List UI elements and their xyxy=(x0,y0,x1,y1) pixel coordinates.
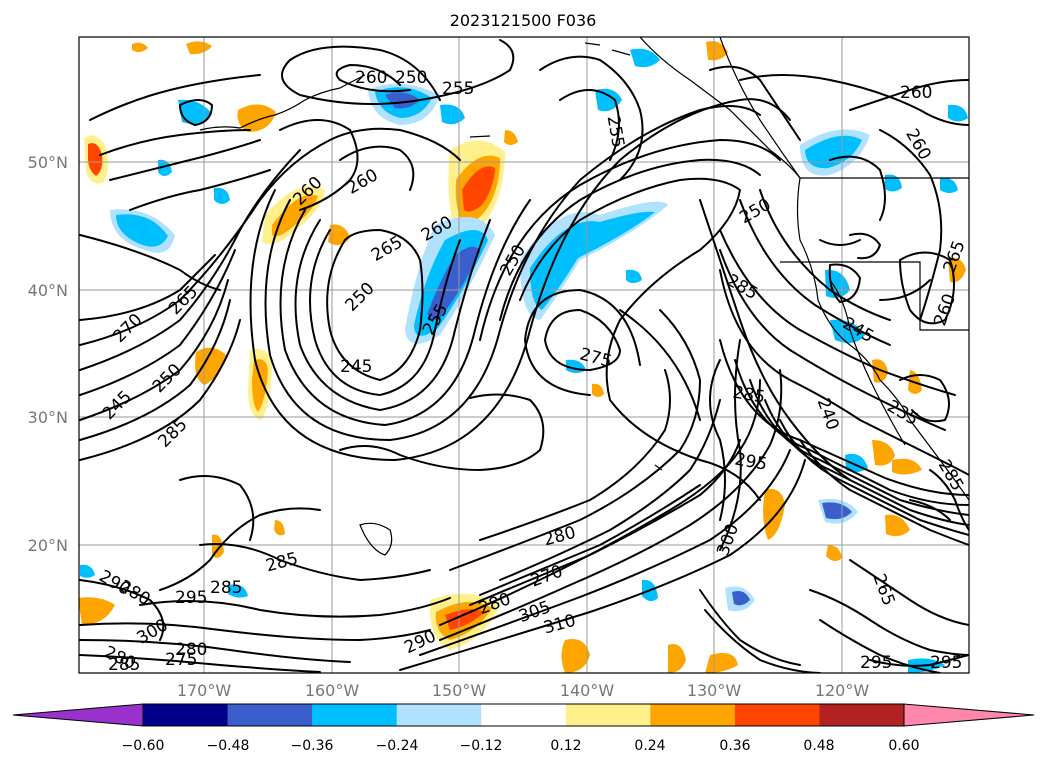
colorbar-tick-label: 0.36 xyxy=(719,738,750,754)
colorbar-segment xyxy=(734,704,820,726)
colorbar-frame xyxy=(142,703,905,727)
lat-label: 50°N xyxy=(28,153,68,172)
lat-label: 30°N xyxy=(28,408,68,427)
colorbar-segments xyxy=(13,704,1034,726)
contour-label: 280 xyxy=(175,640,207,660)
lon-label: 130°W xyxy=(687,681,742,700)
lon-label: 140°W xyxy=(560,681,615,700)
colorbar-tick-label: −0.48 xyxy=(207,738,250,754)
colorbar-tick-label: −0.36 xyxy=(291,738,334,754)
contour-label: 295 xyxy=(860,653,892,673)
lon-label: 150°W xyxy=(432,681,487,700)
colorbar-tick-label: 0.60 xyxy=(888,738,919,754)
colorbar-ticks: −0.60 −0.48 −0.36 −0.24 −0.12 0.12 0.24 … xyxy=(122,738,920,754)
colorbar-segment xyxy=(819,704,905,726)
lat-label: 40°N xyxy=(28,281,68,300)
graticule xyxy=(79,37,969,673)
colorbar-tick-label: 0.12 xyxy=(550,738,581,754)
colorbar-segment xyxy=(481,704,567,726)
latitude-labels: 50°N 40°N 30°N 20°N xyxy=(28,153,68,555)
colorbar-segment xyxy=(650,704,736,726)
colorbar-tick-label: 0.48 xyxy=(803,738,834,754)
contour-label: 285 xyxy=(108,655,140,675)
colorbar-tick-label: 0.24 xyxy=(634,738,665,754)
contour-label: 255 xyxy=(442,79,474,99)
colorbar-segment xyxy=(143,704,229,726)
colorbar-tick-label: −0.12 xyxy=(460,738,503,754)
longitude-labels: 170°W 160°W 150°W 140°W 130°W 120°W xyxy=(177,681,870,700)
contour-label: 245 xyxy=(340,357,372,377)
colorbar-segment xyxy=(312,704,398,726)
colorbar-tick-label: −0.24 xyxy=(376,738,419,754)
contour-label: 285 xyxy=(210,578,242,598)
map-frame xyxy=(78,36,970,674)
contour-label: 275 xyxy=(165,650,197,670)
coastlines xyxy=(199,37,969,556)
map-title: 2023121500 F036 xyxy=(450,11,597,30)
contour-label: 260 xyxy=(355,68,387,88)
lon-label: 170°W xyxy=(177,681,232,700)
map-panel: 250 255 260 265 270 245 250 285 260 260 … xyxy=(78,36,970,675)
lat-label: 20°N xyxy=(28,536,68,555)
colorbar-tick-label: −0.60 xyxy=(122,738,165,754)
contour-lines xyxy=(79,39,969,673)
colorbar-segment xyxy=(904,704,1034,726)
lon-label: 160°W xyxy=(305,681,360,700)
colorbar-segment xyxy=(227,704,313,726)
colorbar-segment xyxy=(396,704,482,726)
contour-label: 295 xyxy=(930,653,962,673)
colorbar-segment xyxy=(565,704,651,726)
colorbar-segment xyxy=(13,704,143,726)
colorbar: −0.60 −0.48 −0.36 −0.24 −0.12 0.12 0.24 … xyxy=(12,703,1035,754)
lon-label: 120°W xyxy=(815,681,870,700)
contour-label: 250 xyxy=(395,68,427,88)
contour-label: 295 xyxy=(175,588,207,608)
contour-label: 260 xyxy=(900,83,932,103)
